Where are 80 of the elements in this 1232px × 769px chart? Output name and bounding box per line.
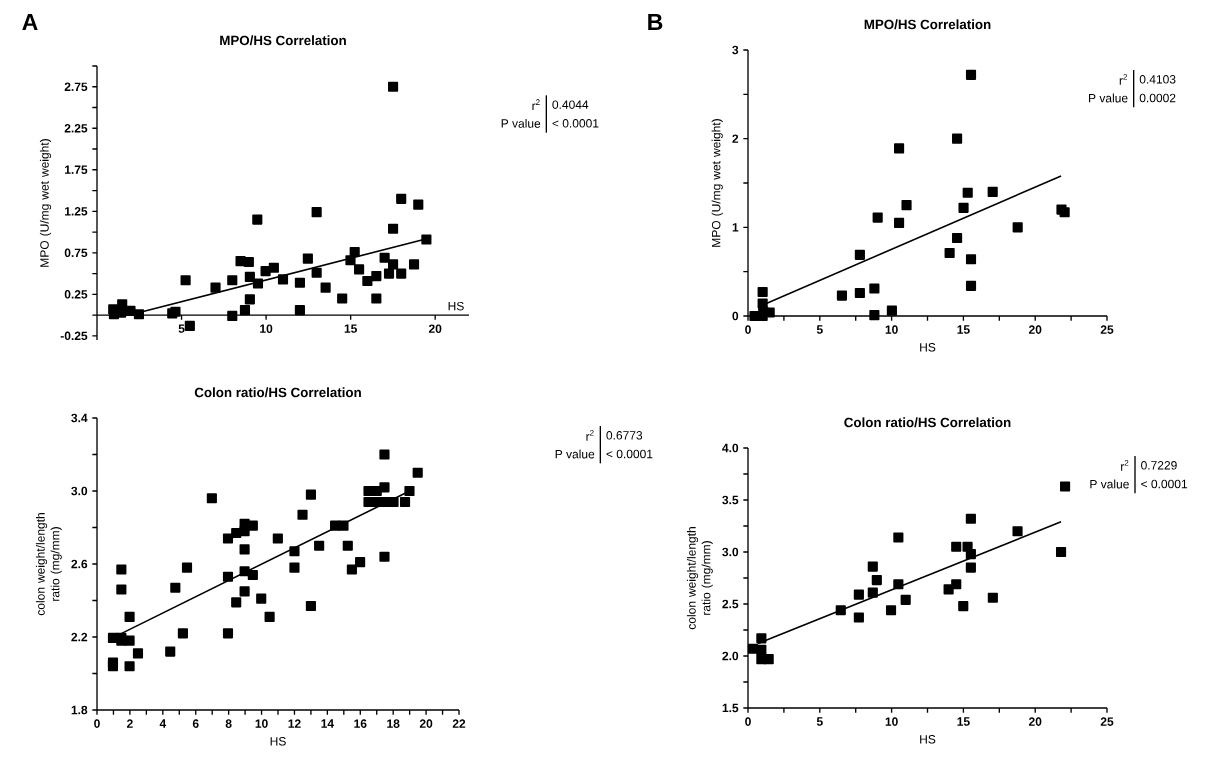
x-tick-label: 10 xyxy=(260,324,273,333)
text: < 0.0001 xyxy=(552,119,599,128)
x-tick-label: 15 xyxy=(957,717,970,726)
text: r$^{2}$ xyxy=(1119,73,1128,85)
x-tick-label: 25 xyxy=(1100,325,1114,334)
x-axis-title: HS xyxy=(448,301,464,311)
text: < 0.0001 xyxy=(606,449,653,459)
x-tick-label: 6 xyxy=(192,719,199,728)
y-tick-label: 0.25 xyxy=(64,290,88,299)
x-tick-label: 20 xyxy=(419,719,433,728)
y-tick-label: 3.0 xyxy=(71,486,88,496)
annotation: P value xyxy=(1089,93,1128,103)
text: 0.4044 xyxy=(552,100,589,109)
x-tick-label: 14 xyxy=(321,719,334,728)
y-axis-title: colon weight/length ratio (mg/mm) xyxy=(35,513,62,616)
y-tick-label: 0 xyxy=(732,311,739,321)
text: r$^{2}$ xyxy=(532,99,540,111)
x-tick-label: 10 xyxy=(255,719,268,728)
chart-title: MPO/HS Correlation xyxy=(220,35,346,46)
y-tick-label: 1.5 xyxy=(722,703,739,713)
y-axis-title: MPO (U/mg wet weight) xyxy=(711,119,723,247)
x-tick-label: 18 xyxy=(387,719,400,728)
annotation: P value xyxy=(1090,479,1129,489)
chart-title: MPO/HS Correlation xyxy=(864,19,991,30)
x-tick-label: 25 xyxy=(1100,717,1114,726)
text: 0.7229 xyxy=(1141,461,1177,470)
x-tick-label: 22 xyxy=(452,719,466,728)
y-tick-label: 2.75 xyxy=(64,82,88,92)
x-tick-label: 20 xyxy=(1028,325,1042,334)
y-axis-title: MPO (U/mg wet weight) xyxy=(39,139,52,267)
y-tick-label: 1.75 xyxy=(65,165,88,174)
x-tick-label: 20 xyxy=(1028,717,1042,726)
y-tick-label: 1.25 xyxy=(65,207,88,216)
chart-title: Colon ratio/HS Correlation xyxy=(844,417,1011,428)
x-tick-label: 15 xyxy=(344,324,357,333)
x-tick-label: 0 xyxy=(745,717,751,726)
chart-title: Colon ratio/HS Correlation xyxy=(194,387,361,398)
x-tick-label: 0 xyxy=(94,719,100,728)
text: P value xyxy=(501,118,541,128)
x-tick-label: 4 xyxy=(159,719,167,728)
y-tick-label: 2 xyxy=(732,134,739,143)
x-tick-label: 2 xyxy=(126,719,133,728)
y-tick-label: 4.0 xyxy=(722,443,739,453)
y-tick-label: 0.75 xyxy=(64,248,88,258)
y-tick-label: 2.2 xyxy=(71,632,88,642)
y-tick-label: 2.0 xyxy=(722,651,739,661)
x-tick-label: 20 xyxy=(428,324,442,333)
text: A xyxy=(22,14,38,30)
text: < 0.0001 xyxy=(1141,479,1188,489)
x-axis-title: HS xyxy=(270,737,286,746)
text: 0.0002 xyxy=(1139,93,1176,103)
y-tick-label: 2.25 xyxy=(64,124,88,133)
y-tick-label: 3.0 xyxy=(722,547,739,557)
y-tick-label: 3.4 xyxy=(71,413,88,423)
text: r$^{2}$ xyxy=(1121,459,1129,471)
y-tick-label: 3.5 xyxy=(722,495,739,505)
x-tick-label: 15 xyxy=(957,325,970,334)
y-tick-label: -0.25 xyxy=(60,331,88,341)
y-tick-label: 1.8 xyxy=(71,705,88,715)
text: P value xyxy=(555,449,595,459)
text: 0.6773 xyxy=(606,431,643,440)
text: 0.4103 xyxy=(1139,75,1176,84)
x-tick-label: 10 xyxy=(885,717,898,726)
y-tick-label: 3 xyxy=(732,45,739,55)
x-tick-label: 5 xyxy=(178,324,185,333)
x-tick-label: 12 xyxy=(288,719,301,728)
y-axis-title: colon weight/length ratio (mg/mm) xyxy=(686,527,713,630)
x-tick-label: 8 xyxy=(225,719,232,728)
x-tick-label: 0 xyxy=(745,325,751,334)
x-tick-label: 5 xyxy=(816,717,823,726)
x-tick-label: 5 xyxy=(816,325,823,334)
x-tick-label: 16 xyxy=(354,719,367,728)
y-tick-label: 1 xyxy=(732,223,739,232)
x-axis-title: HS xyxy=(920,343,936,352)
text: r$^{2}$ xyxy=(586,429,594,441)
text: B xyxy=(648,14,663,30)
y-tick-label: 2.5 xyxy=(722,599,739,609)
x-axis-title: HS xyxy=(920,735,936,744)
x-tick-label: 10 xyxy=(885,325,898,334)
y-tick-label: 2.6 xyxy=(71,559,88,569)
